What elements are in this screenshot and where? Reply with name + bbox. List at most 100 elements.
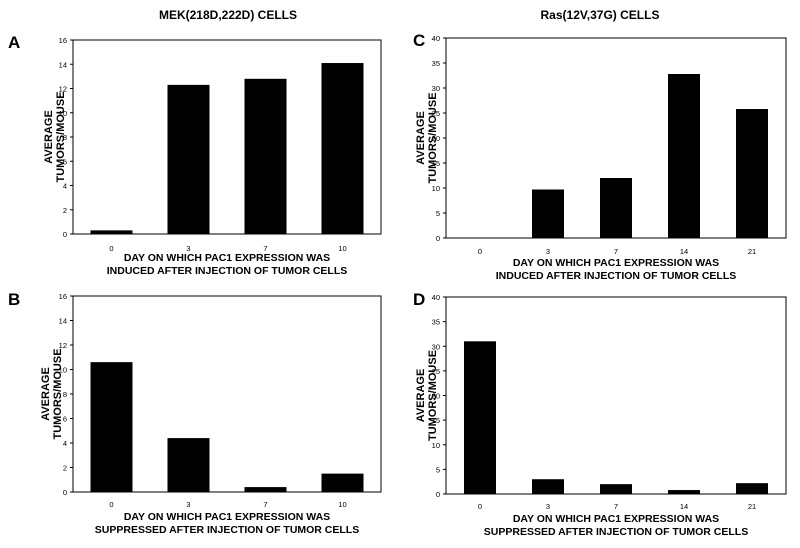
x-tick-label: 3 bbox=[546, 247, 550, 256]
y-tick-label: 6 bbox=[63, 415, 67, 424]
y-tick-label: 4 bbox=[63, 439, 67, 448]
panel-letter: C bbox=[413, 31, 425, 50]
y-tick-label: 2 bbox=[63, 464, 67, 473]
y-axis-label: AVERAGETUMORS/MOUSE bbox=[415, 92, 439, 183]
bar-day-7 bbox=[244, 487, 287, 492]
bar-day-14 bbox=[668, 490, 700, 494]
x-tick-label: 3 bbox=[546, 502, 550, 511]
panel-letter: D bbox=[413, 290, 425, 309]
y-tick-label: 14 bbox=[59, 317, 67, 326]
y-tick-label: 15 bbox=[432, 416, 440, 425]
y-tick-label: 16 bbox=[59, 292, 67, 301]
y-tick-label: 4 bbox=[63, 182, 67, 191]
x-axis-label-line: SUPPRESSED AFTER INJECTION OF TUMOR CELL… bbox=[95, 524, 359, 536]
y-tick-label: 25 bbox=[432, 109, 440, 118]
bar-day-0 bbox=[90, 362, 133, 492]
x-tick-label: 7 bbox=[614, 247, 618, 256]
y-tick-label: 12 bbox=[59, 341, 67, 350]
bar-day-10 bbox=[321, 63, 364, 234]
y-tick-label: 6 bbox=[63, 157, 67, 166]
bar-day-21 bbox=[736, 483, 768, 494]
y-tick-label: 0 bbox=[63, 230, 67, 239]
bar-day-3 bbox=[167, 438, 210, 492]
y-tick-label: 25 bbox=[432, 367, 440, 376]
x-tick-label: 21 bbox=[748, 502, 756, 511]
x-tick-label: 0 bbox=[109, 244, 113, 253]
bar-day-7 bbox=[600, 178, 632, 238]
chart-panel-c: C 0 5 10 15 20 25 30 35 40 0 3 7 14 21 AVERAGETUMORS/MO… bbox=[413, 31, 787, 282]
y-axis-label-line: TUMORS/MOUSE bbox=[55, 91, 67, 182]
x-tick-label: 7 bbox=[614, 502, 618, 511]
x-tick-label: 14 bbox=[680, 247, 688, 256]
y-tick-label: 20 bbox=[432, 134, 440, 143]
y-tick-label: 10 bbox=[432, 441, 440, 450]
bar-day-21 bbox=[736, 109, 768, 238]
x-axis-label-line: DAY ON WHICH PAC1 EXPRESSION WAS bbox=[513, 257, 719, 269]
y-axis-label-line: AVERAGE bbox=[415, 111, 427, 165]
y-axis-label-line: TUMORS/MOUSE bbox=[427, 92, 439, 183]
title-right: Ras(12V,37G) CELLS bbox=[541, 8, 660, 22]
bar-day-14 bbox=[668, 74, 700, 238]
x-axis-label-line: INDUCED AFTER INJECTION OF TUMOR CELLS bbox=[107, 265, 348, 277]
x-axis-label-line: DAY ON WHICH PAC1 EXPRESSION WAS bbox=[124, 511, 330, 523]
y-tick-label: 14 bbox=[59, 60, 67, 69]
y-axis-label: AVERAGETUMORS/MOUSE bbox=[40, 348, 64, 439]
y-tick-label: 20 bbox=[432, 392, 440, 401]
x-tick-label: 7 bbox=[263, 244, 267, 253]
panel-letter: A bbox=[8, 33, 20, 52]
bar-day-0 bbox=[90, 230, 133, 234]
x-tick-label: 3 bbox=[186, 244, 190, 253]
y-axis-label-line: AVERAGE bbox=[415, 369, 427, 423]
y-axis-label-line: AVERAGE bbox=[43, 110, 55, 164]
x-tick-label: 14 bbox=[680, 502, 688, 511]
y-tick-label: 5 bbox=[436, 209, 440, 218]
title-left: MEK(218D,222D) CELLS bbox=[159, 8, 297, 22]
y-tick-label: 40 bbox=[432, 34, 440, 43]
bar-day-10 bbox=[321, 473, 364, 492]
x-tick-label: 10 bbox=[338, 244, 346, 253]
y-axis-label-line: TUMORS/MOUSE bbox=[427, 350, 439, 441]
y-tick-label: 0 bbox=[436, 234, 440, 243]
y-tick-label: 30 bbox=[432, 342, 440, 351]
bar-day-7 bbox=[600, 484, 632, 494]
y-axis-label: AVERAGETUMORS/MOUSE bbox=[43, 91, 67, 182]
x-axis-label-line: DAY ON WHICH PAC1 EXPRESSION WAS bbox=[513, 513, 719, 525]
y-tick-label: 8 bbox=[63, 133, 67, 142]
bar-day-0 bbox=[464, 341, 496, 494]
x-axis-label-line: INDUCED AFTER INJECTION OF TUMOR CELLS bbox=[496, 270, 737, 282]
y-tick-label: 15 bbox=[432, 159, 440, 168]
y-tick-label: 10 bbox=[59, 366, 67, 375]
x-tick-label: 0 bbox=[478, 502, 482, 511]
y-tick-label: 30 bbox=[432, 84, 440, 93]
y-tick-label: 0 bbox=[63, 488, 67, 497]
y-axis-label-line: TUMORS/MOUSE bbox=[52, 348, 64, 439]
x-tick-label: 3 bbox=[186, 500, 190, 509]
y-tick-label: 35 bbox=[432, 318, 440, 327]
bar-day-7 bbox=[244, 78, 287, 234]
x-tick-label: 10 bbox=[338, 500, 346, 509]
y-tick-label: 10 bbox=[432, 184, 440, 193]
y-tick-label: 16 bbox=[59, 36, 67, 45]
panel-letter: B bbox=[8, 290, 20, 309]
y-tick-label: 35 bbox=[432, 59, 440, 68]
y-tick-label: 5 bbox=[436, 465, 440, 474]
y-tick-label: 10 bbox=[59, 109, 67, 118]
y-axis-label-line: AVERAGE bbox=[40, 367, 52, 421]
x-tick-label: 7 bbox=[263, 500, 267, 509]
bar-day-3 bbox=[532, 479, 564, 494]
y-axis-label: AVERAGETUMORS/MOUSE bbox=[415, 350, 439, 441]
x-axis-label-line: DAY ON WHICH PAC1 EXPRESSION WAS bbox=[124, 252, 330, 264]
x-tick-label: 0 bbox=[478, 247, 482, 256]
y-tick-label: 0 bbox=[436, 490, 440, 499]
x-tick-label: 0 bbox=[109, 500, 113, 509]
x-axis-label-line: SUPPRESSED AFTER INJECTION OF TUMOR CELL… bbox=[484, 526, 748, 538]
y-tick-label: 8 bbox=[63, 390, 67, 399]
bar-day-3 bbox=[167, 84, 210, 234]
plot-frame bbox=[445, 296, 787, 495]
y-tick-label: 2 bbox=[63, 206, 67, 215]
chart-panel-d: D 0 5 10 15 20 25 30 35 40 0 3 7 14 21 AVERAGETUMORS/MO… bbox=[413, 290, 787, 538]
